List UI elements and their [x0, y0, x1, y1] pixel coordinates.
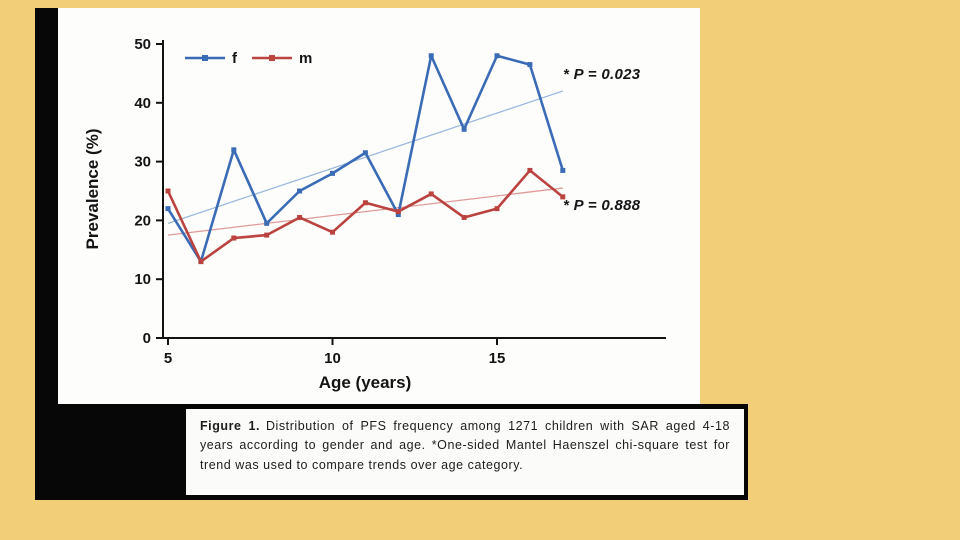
legend-label-m: m	[299, 50, 312, 67]
marker-m	[264, 232, 270, 238]
y-tick-label: 50	[134, 36, 151, 53]
marker-f	[395, 212, 401, 218]
marker-f	[428, 53, 434, 59]
marker-m	[395, 209, 401, 215]
figure-caption: Figure 1. Distribution of PFS frequency a…	[186, 409, 744, 495]
axes: 0 10 20 30 40 50 5 10 15 Age (years) Prevalence (%…	[83, 36, 666, 392]
marker-f	[560, 167, 566, 173]
marker-f	[231, 147, 237, 153]
marker-f	[264, 220, 270, 226]
figure-caption-text: Distribution of PFS frequency among 1271…	[200, 419, 731, 472]
marker-m	[428, 191, 434, 197]
y-tick-label: 40	[134, 95, 151, 112]
marker-f	[362, 150, 368, 156]
marker-m	[231, 235, 237, 241]
marker-m	[494, 206, 500, 212]
x-axis-title: Age (years)	[319, 373, 412, 392]
marker-m	[362, 200, 368, 206]
marker-m	[297, 214, 303, 220]
series-f	[165, 53, 566, 265]
marker-f	[165, 206, 171, 212]
y-tick-label: 30	[134, 154, 151, 171]
trendline-m	[167, 187, 563, 236]
x-tick-label: 5	[164, 350, 172, 367]
marker-m	[165, 188, 171, 194]
y-tick-label: 0	[143, 330, 151, 347]
trendline-f	[167, 90, 564, 224]
marker-m	[330, 229, 335, 235]
marker-m	[461, 214, 467, 220]
y-axis-title: Prevalence (%)	[83, 129, 102, 250]
figure-caption-label: Figure 1.	[200, 419, 260, 433]
x-tick-label: 10	[324, 350, 341, 367]
image-left-black-border	[35, 8, 58, 500]
marker-f	[494, 53, 500, 59]
marker-m	[560, 194, 566, 200]
pvalue-annotation-m: * P = 0.888	[563, 197, 641, 214]
x-tick-label: 15	[489, 350, 506, 367]
y-tick-label: 20	[134, 212, 151, 229]
chart-panel: 0 10 20 30 40 50 5 10 15 Age (years) Prevalence (%…	[58, 8, 700, 404]
pvalue-annotation-f: * P = 0.023	[563, 66, 641, 83]
prevalence-by-age-line-chart: 0 10 20 30 40 50 5 10 15 Age (years) Prevalence (%…	[83, 36, 666, 392]
image-bottom-black-area: Figure 1. Distribution of PFS frequency a…	[58, 404, 748, 500]
legend-label-f: f	[232, 50, 238, 67]
marker-f	[330, 170, 335, 176]
marker-f	[527, 62, 533, 68]
marker-m	[198, 259, 204, 265]
marker-f	[297, 188, 303, 194]
series-m	[165, 167, 566, 265]
marker-m	[527, 167, 533, 173]
y-tick-label: 10	[134, 271, 151, 288]
marker-f	[461, 126, 467, 132]
